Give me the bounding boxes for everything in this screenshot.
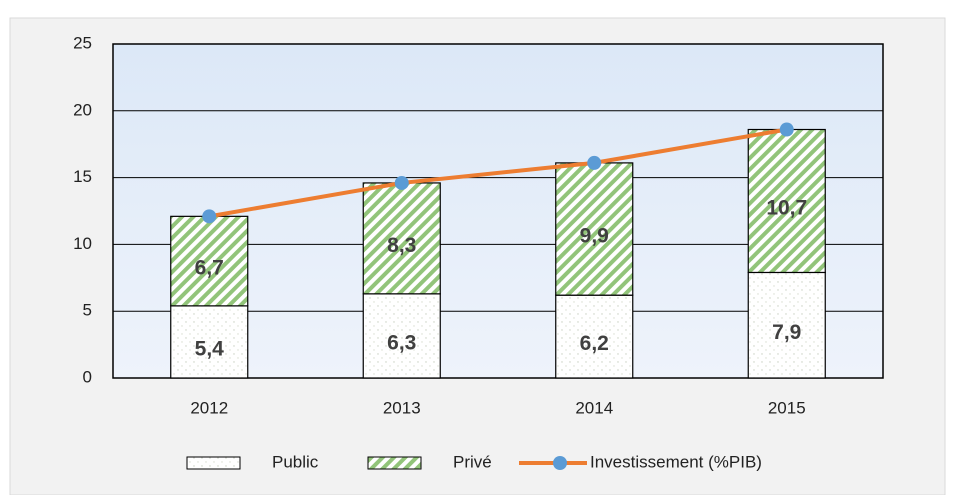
marker bbox=[587, 155, 602, 170]
bar bbox=[747, 128, 826, 274]
data-label: 9,9 bbox=[580, 225, 609, 248]
bar bbox=[170, 215, 249, 307]
legend-marker bbox=[553, 456, 567, 470]
marker bbox=[779, 122, 794, 137]
data-label: 7,9 bbox=[772, 321, 801, 344]
line bbox=[208, 127, 788, 219]
y-tick-label: 0 bbox=[83, 367, 92, 386]
plot-border bbox=[112, 43, 884, 379]
data-label: 10,7 bbox=[766, 197, 807, 220]
data-label: 5,4 bbox=[195, 337, 225, 360]
bar bbox=[362, 182, 441, 295]
y-tick-label: 25 bbox=[73, 33, 92, 52]
x-tick-label: 2012 bbox=[190, 398, 228, 417]
marker bbox=[202, 209, 217, 224]
data-label: 6,7 bbox=[195, 257, 224, 280]
bar bbox=[170, 305, 249, 379]
data-label: 8,3 bbox=[387, 234, 416, 257]
bar bbox=[747, 271, 826, 379]
bar bbox=[362, 293, 441, 379]
y-tick-label: 20 bbox=[73, 100, 92, 119]
x-tick-label: 2015 bbox=[768, 398, 806, 417]
data-label: 6,2 bbox=[580, 332, 609, 355]
y-tick-label: 15 bbox=[73, 167, 92, 186]
legend-label: Public bbox=[272, 452, 319, 471]
marker bbox=[394, 175, 409, 190]
x-tick-label: 2013 bbox=[383, 398, 421, 417]
y-tick-label: 10 bbox=[73, 234, 92, 253]
data-label: 6,3 bbox=[387, 331, 416, 354]
legend-swatch bbox=[367, 456, 422, 470]
y-tick-label: 5 bbox=[83, 301, 92, 320]
legend-label: Privé bbox=[453, 452, 492, 471]
bar bbox=[555, 162, 634, 296]
legend-label: Investissement (%PIB) bbox=[590, 452, 762, 471]
x-tick-label: 2014 bbox=[575, 398, 613, 417]
legend-swatch bbox=[186, 456, 241, 470]
bar bbox=[555, 294, 634, 379]
